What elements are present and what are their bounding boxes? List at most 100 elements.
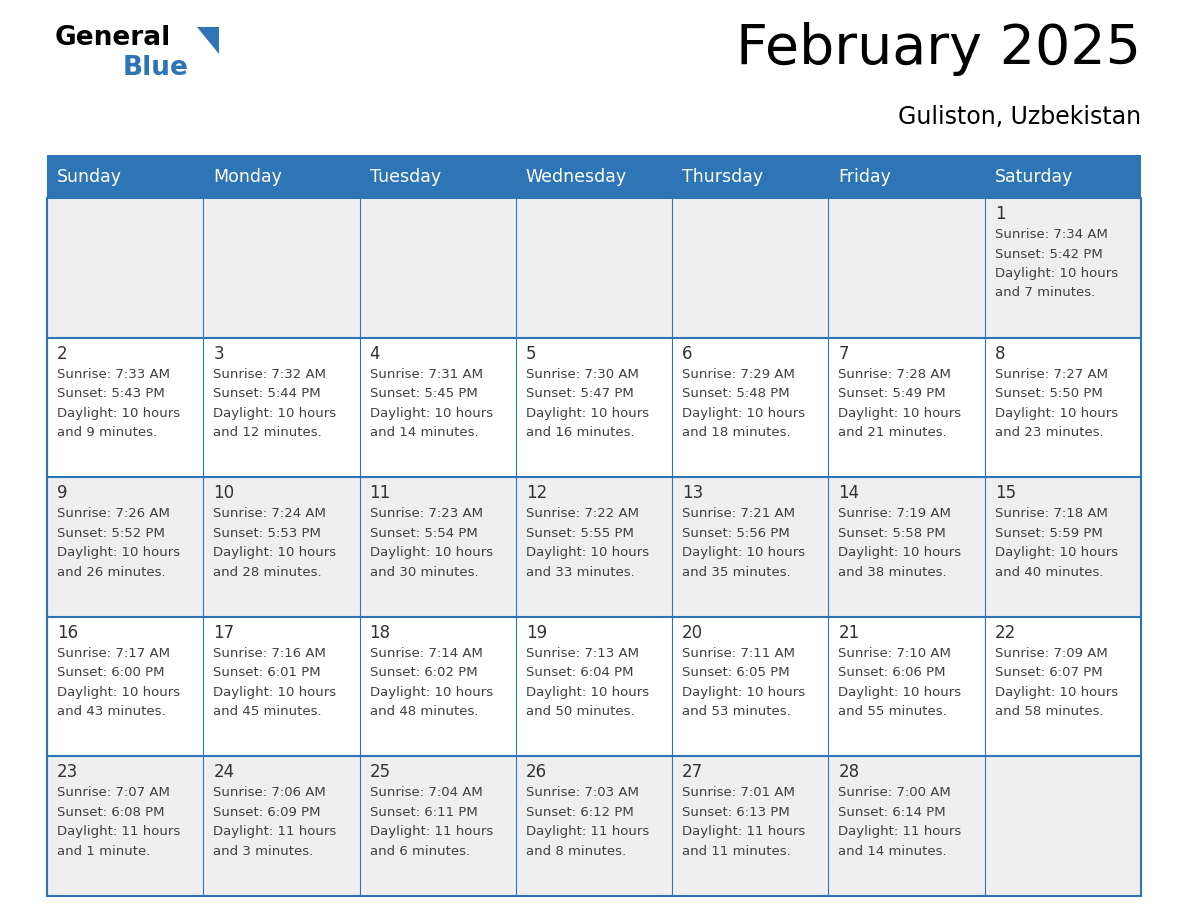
Text: Sunrise: 7:33 AM: Sunrise: 7:33 AM: [57, 367, 170, 381]
Text: and 58 minutes.: and 58 minutes.: [994, 705, 1104, 718]
Bar: [203, 198, 360, 338]
Text: Sunrise: 7:06 AM: Sunrise: 7:06 AM: [214, 787, 326, 800]
Text: 20: 20: [682, 624, 703, 642]
Text: Sunrise: 7:24 AM: Sunrise: 7:24 AM: [214, 508, 327, 521]
Text: Daylight: 10 hours: Daylight: 10 hours: [682, 686, 805, 699]
Text: 11: 11: [369, 484, 391, 502]
Text: Sunset: 6:04 PM: Sunset: 6:04 PM: [526, 666, 633, 679]
Text: Sunset: 6:00 PM: Sunset: 6:00 PM: [57, 666, 164, 679]
Text: Sunset: 5:45 PM: Sunset: 5:45 PM: [369, 387, 478, 400]
Bar: [985, 617, 1140, 756]
Text: Sunrise: 7:29 AM: Sunrise: 7:29 AM: [682, 367, 795, 381]
Bar: [48, 155, 1140, 198]
Text: and 6 minutes.: and 6 minutes.: [369, 845, 469, 858]
Text: and 8 minutes.: and 8 minutes.: [526, 845, 626, 858]
Text: and 55 minutes.: and 55 minutes.: [839, 705, 947, 718]
Bar: [672, 756, 828, 896]
Bar: [48, 198, 203, 338]
Bar: [360, 198, 516, 338]
Bar: [48, 617, 203, 756]
Text: 28: 28: [839, 764, 860, 781]
Text: and 21 minutes.: and 21 minutes.: [839, 426, 947, 439]
Text: Sunset: 6:11 PM: Sunset: 6:11 PM: [369, 806, 478, 819]
Bar: [985, 756, 1140, 896]
Bar: [828, 477, 985, 617]
Text: and 38 minutes.: and 38 minutes.: [839, 565, 947, 578]
Text: Sunrise: 7:10 AM: Sunrise: 7:10 AM: [839, 647, 952, 660]
Bar: [360, 338, 516, 477]
Text: Sunday: Sunday: [57, 167, 122, 185]
Text: Sunrise: 7:28 AM: Sunrise: 7:28 AM: [839, 367, 952, 381]
Text: and 45 minutes.: and 45 minutes.: [214, 705, 322, 718]
Bar: [48, 756, 203, 896]
Text: Sunset: 6:07 PM: Sunset: 6:07 PM: [994, 666, 1102, 679]
Text: Daylight: 10 hours: Daylight: 10 hours: [369, 686, 493, 699]
Text: Tuesday: Tuesday: [369, 167, 441, 185]
Text: 8: 8: [994, 344, 1005, 363]
Text: Daylight: 10 hours: Daylight: 10 hours: [57, 546, 181, 559]
Text: 16: 16: [57, 624, 78, 642]
Bar: [516, 198, 672, 338]
Text: and 14 minutes.: and 14 minutes.: [369, 426, 479, 439]
Text: Sunrise: 7:30 AM: Sunrise: 7:30 AM: [526, 367, 639, 381]
Text: Friday: Friday: [839, 167, 891, 185]
Bar: [985, 477, 1140, 617]
Text: Sunrise: 7:26 AM: Sunrise: 7:26 AM: [57, 508, 170, 521]
Text: Sunrise: 7:16 AM: Sunrise: 7:16 AM: [214, 647, 327, 660]
Text: 13: 13: [682, 484, 703, 502]
Bar: [672, 617, 828, 756]
Text: and 7 minutes.: and 7 minutes.: [994, 286, 1095, 299]
Polygon shape: [197, 27, 219, 54]
Text: 22: 22: [994, 624, 1016, 642]
Text: Sunrise: 7:18 AM: Sunrise: 7:18 AM: [994, 508, 1107, 521]
Text: Sunset: 5:52 PM: Sunset: 5:52 PM: [57, 527, 165, 540]
Text: Daylight: 11 hours: Daylight: 11 hours: [57, 825, 181, 838]
Text: General: General: [55, 25, 171, 51]
Text: 15: 15: [994, 484, 1016, 502]
Text: 12: 12: [526, 484, 548, 502]
Text: and 1 minute.: and 1 minute.: [57, 845, 151, 858]
Text: Sunset: 6:09 PM: Sunset: 6:09 PM: [214, 806, 321, 819]
Text: and 50 minutes.: and 50 minutes.: [526, 705, 634, 718]
Text: 1: 1: [994, 205, 1005, 223]
Text: 9: 9: [57, 484, 68, 502]
Text: Thursday: Thursday: [682, 167, 763, 185]
Text: Sunrise: 7:14 AM: Sunrise: 7:14 AM: [369, 647, 482, 660]
Text: Daylight: 10 hours: Daylight: 10 hours: [526, 407, 649, 420]
Text: 17: 17: [214, 624, 234, 642]
Text: and 43 minutes.: and 43 minutes.: [57, 705, 165, 718]
Text: Sunrise: 7:09 AM: Sunrise: 7:09 AM: [994, 647, 1107, 660]
Text: Daylight: 10 hours: Daylight: 10 hours: [369, 546, 493, 559]
Text: Sunrise: 7:11 AM: Sunrise: 7:11 AM: [682, 647, 795, 660]
Bar: [203, 338, 360, 477]
Bar: [672, 477, 828, 617]
Text: Daylight: 11 hours: Daylight: 11 hours: [682, 825, 805, 838]
Text: Saturday: Saturday: [994, 167, 1073, 185]
Text: 2: 2: [57, 344, 68, 363]
Text: Sunset: 6:08 PM: Sunset: 6:08 PM: [57, 806, 164, 819]
Text: Sunset: 6:13 PM: Sunset: 6:13 PM: [682, 806, 790, 819]
Text: Daylight: 10 hours: Daylight: 10 hours: [526, 686, 649, 699]
Text: and 30 minutes.: and 30 minutes.: [369, 565, 479, 578]
Bar: [985, 338, 1140, 477]
Text: Sunrise: 7:04 AM: Sunrise: 7:04 AM: [369, 787, 482, 800]
Text: Daylight: 10 hours: Daylight: 10 hours: [994, 546, 1118, 559]
Text: and 35 minutes.: and 35 minutes.: [682, 565, 791, 578]
Text: Daylight: 11 hours: Daylight: 11 hours: [369, 825, 493, 838]
Text: and 9 minutes.: and 9 minutes.: [57, 426, 157, 439]
Text: and 14 minutes.: and 14 minutes.: [839, 845, 947, 858]
Text: Daylight: 10 hours: Daylight: 10 hours: [839, 407, 961, 420]
Text: Wednesday: Wednesday: [526, 167, 627, 185]
Text: Guliston, Uzbekistan: Guliston, Uzbekistan: [898, 105, 1140, 129]
Bar: [828, 756, 985, 896]
Text: and 18 minutes.: and 18 minutes.: [682, 426, 791, 439]
Text: Sunset: 5:54 PM: Sunset: 5:54 PM: [369, 527, 478, 540]
Text: Daylight: 10 hours: Daylight: 10 hours: [526, 546, 649, 559]
Bar: [203, 756, 360, 896]
Text: 27: 27: [682, 764, 703, 781]
Text: Daylight: 10 hours: Daylight: 10 hours: [682, 546, 805, 559]
Text: Sunset: 5:55 PM: Sunset: 5:55 PM: [526, 527, 633, 540]
Text: 24: 24: [214, 764, 234, 781]
Text: Sunrise: 7:22 AM: Sunrise: 7:22 AM: [526, 508, 639, 521]
Text: Sunrise: 7:32 AM: Sunrise: 7:32 AM: [214, 367, 327, 381]
